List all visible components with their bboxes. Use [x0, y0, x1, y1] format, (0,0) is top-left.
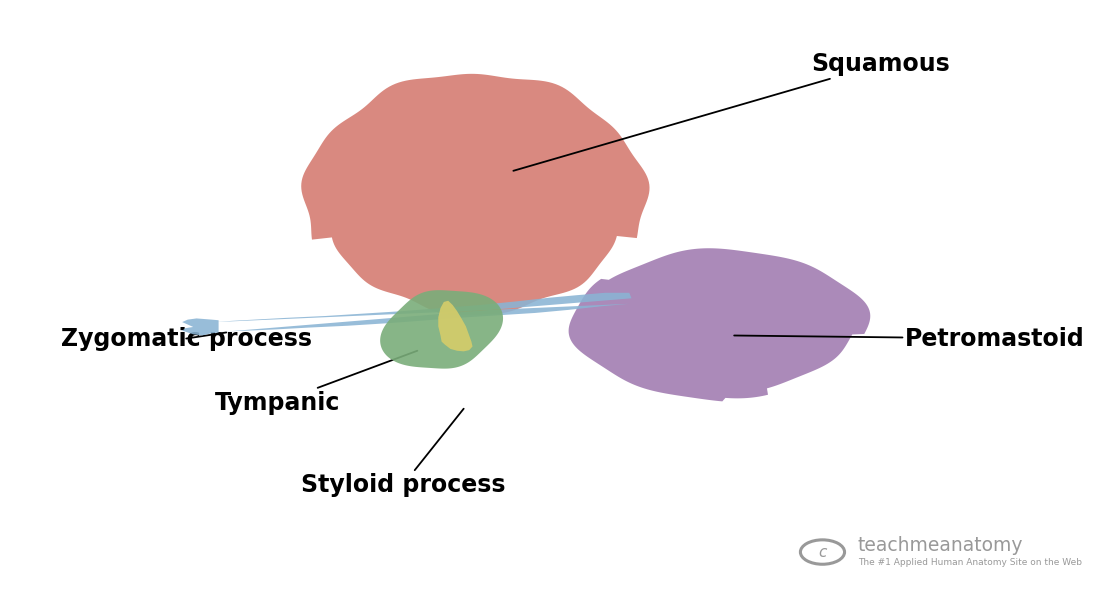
- Text: teachmeanatomy: teachmeanatomy: [858, 536, 1023, 556]
- Text: Zygomatic process: Zygomatic process: [61, 326, 311, 351]
- Polygon shape: [569, 248, 870, 401]
- Text: Tympanic: Tympanic: [215, 351, 417, 415]
- Polygon shape: [438, 301, 473, 351]
- Polygon shape: [182, 318, 219, 336]
- Polygon shape: [380, 290, 503, 368]
- Text: Petromastoid: Petromastoid: [734, 326, 1085, 351]
- Text: The #1 Applied Human Anatomy Site on the Web: The #1 Applied Human Anatomy Site on the…: [858, 558, 1082, 567]
- Polygon shape: [215, 293, 631, 332]
- Text: Styloid process: Styloid process: [300, 409, 506, 497]
- Text: Squamous: Squamous: [513, 52, 951, 171]
- Polygon shape: [301, 74, 649, 315]
- Text: c: c: [818, 545, 827, 559]
